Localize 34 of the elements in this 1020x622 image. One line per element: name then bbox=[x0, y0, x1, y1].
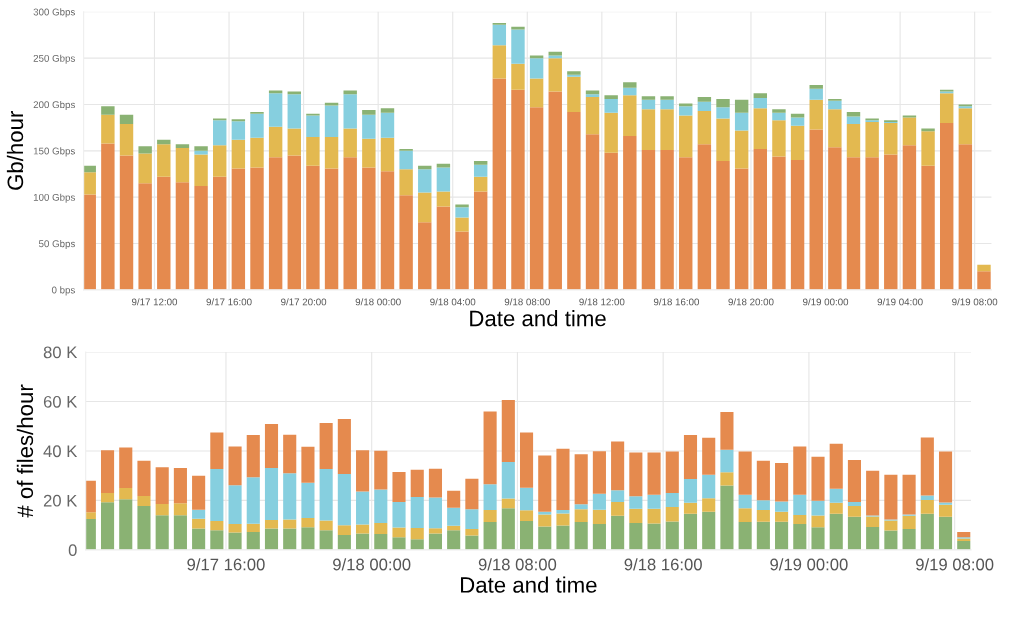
x-tick-label: 9/17 16:00 bbox=[187, 558, 265, 571]
y-tick-label: 0 bbox=[68, 544, 77, 557]
x-tick-label: 9/18 00:00 bbox=[355, 298, 401, 306]
x-tick-label: 9/18 12:00 bbox=[579, 298, 625, 306]
y-tick-label: 0 bps bbox=[51, 286, 75, 296]
y-tick-label: 50 Gbps bbox=[38, 239, 75, 250]
y-tick-label: 40 K bbox=[43, 445, 78, 458]
x-tick-label: 9/19 00:00 bbox=[770, 558, 848, 571]
y-tick-label: 300 Gbps bbox=[33, 8, 75, 18]
y-tick-label: 250 Gbps bbox=[33, 54, 75, 64]
x-tick-label: 9/19 08:00 bbox=[952, 298, 998, 306]
x-tick-label: 9/17 12:00 bbox=[131, 298, 178, 306]
y-tick-label: 150 Gbps bbox=[33, 147, 75, 157]
x-axis-title: Date and time bbox=[461, 576, 597, 593]
x-tick-label: 9/18 16:00 bbox=[653, 298, 700, 306]
x-tick-label: 9/19 00:00 bbox=[803, 298, 849, 306]
y-tick-label: 80 K bbox=[43, 346, 78, 359]
x-axis-title: Date and time bbox=[470, 310, 606, 327]
x-tick-label: 9/18 08:00 bbox=[478, 558, 557, 571]
x-tick-label: 9/19 08:00 bbox=[916, 558, 994, 571]
x-tick-label: 9/18 00:00 bbox=[333, 558, 411, 571]
x-tick-label: 9/18 08:00 bbox=[504, 298, 550, 306]
y-tick-label: 20 K bbox=[43, 494, 78, 507]
x-tick-label: 9/18 04:00 bbox=[430, 298, 476, 306]
y-axis-title: # of files/hour bbox=[16, 384, 34, 518]
x-tick-label: 9/19 04:00 bbox=[877, 298, 923, 306]
x-tick-label: 9/17 20:00 bbox=[281, 298, 327, 306]
x-tick-label: 9/17 16:00 bbox=[206, 298, 252, 306]
y-tick-label: 60 K bbox=[43, 395, 78, 408]
y-axis-title: Gb/hour bbox=[6, 111, 24, 190]
y-tick-label: 200 Gbps bbox=[33, 100, 75, 111]
y-tick-label: 100 Gbps bbox=[33, 193, 75, 203]
x-tick-label: 9/18 20:00 bbox=[728, 298, 774, 306]
x-tick-label: 9/18 16:00 bbox=[624, 558, 702, 571]
